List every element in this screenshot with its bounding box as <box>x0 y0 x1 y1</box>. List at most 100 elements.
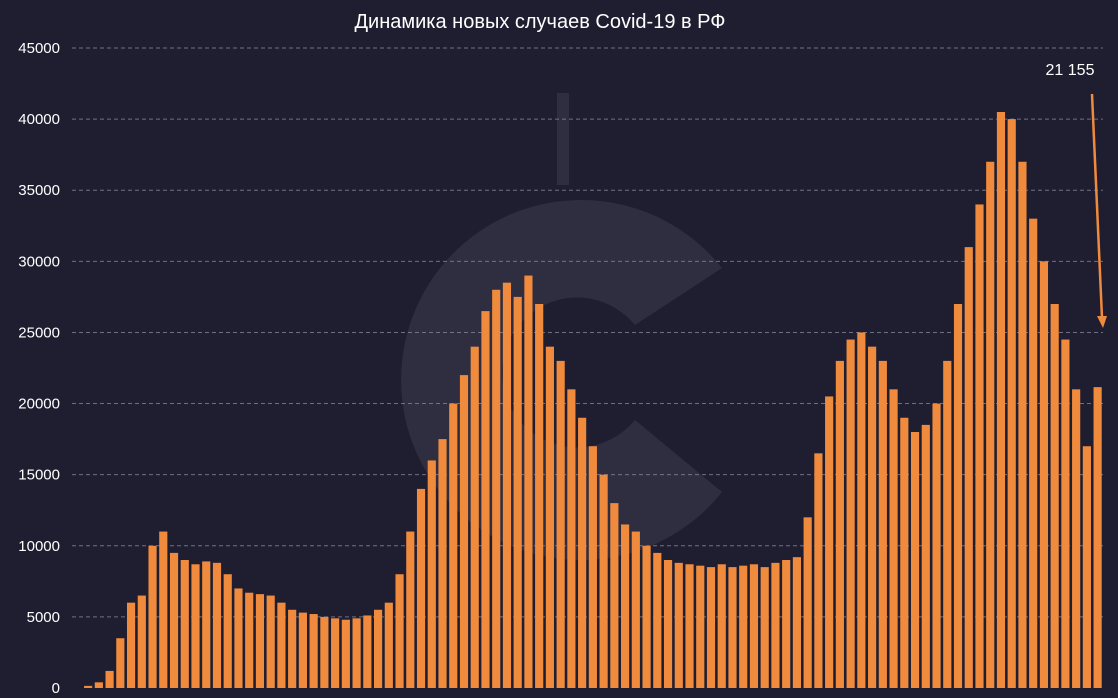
bar <box>986 161 995 688</box>
bar <box>556 360 565 688</box>
bar <box>739 565 748 688</box>
y-tick-label: 40000 <box>18 111 60 128</box>
bar <box>545 346 554 688</box>
bar <box>964 247 973 688</box>
bar <box>406 531 415 688</box>
bar <box>234 588 243 688</box>
annotation-label: 21 155 <box>1046 62 1095 79</box>
bar <box>223 574 232 688</box>
bar <box>1082 446 1091 688</box>
chart-title: Динамика новых случаев Covid-19 в РФ <box>354 11 725 33</box>
bar <box>943 360 952 688</box>
bar <box>373 609 383 688</box>
bar <box>1061 339 1070 688</box>
bar <box>266 595 275 688</box>
bar <box>1072 389 1081 688</box>
bar <box>94 682 103 688</box>
bar <box>416 488 426 688</box>
bar <box>803 517 812 688</box>
bar <box>599 474 608 688</box>
bar <box>578 417 587 688</box>
bar <box>996 112 1006 688</box>
y-tick-label: 20000 <box>18 396 60 413</box>
bar <box>771 562 780 688</box>
bar <box>653 552 662 688</box>
bar <box>481 311 490 688</box>
annotation-arrow <box>1090 93 1104 319</box>
bar <box>459 375 469 688</box>
bar <box>642 545 651 688</box>
bar <box>814 453 823 688</box>
bar <box>202 561 211 688</box>
bar <box>180 560 189 688</box>
bar <box>588 446 597 688</box>
bar <box>535 304 544 688</box>
bar <box>696 565 705 688</box>
y-tick-label: 5000 <box>27 609 60 626</box>
bar <box>105 670 114 688</box>
bar <box>685 564 694 688</box>
bar <box>631 531 640 688</box>
bar <box>878 360 887 688</box>
bar <box>975 204 984 688</box>
bar <box>84 685 93 688</box>
bar <box>352 618 361 688</box>
bar <box>953 304 963 688</box>
y-tick-label: 30000 <box>18 253 60 270</box>
bar <box>427 460 436 688</box>
bar <box>126 602 136 688</box>
y-tick-label: 25000 <box>18 324 60 341</box>
bar <box>868 346 877 688</box>
bar <box>932 403 941 688</box>
y-tick-label: 0 <box>52 680 60 697</box>
grid-layer <box>72 47 1103 618</box>
bar <box>621 524 630 688</box>
bar <box>524 275 533 688</box>
bar <box>706 567 716 688</box>
bar <box>288 609 297 688</box>
bar-layer <box>84 112 1102 689</box>
bar <box>825 396 834 688</box>
y-tick-label: 35000 <box>18 182 60 199</box>
bar <box>513 296 522 688</box>
bar <box>1007 119 1016 689</box>
bar <box>1093 387 1102 688</box>
bar <box>502 282 512 688</box>
bar <box>277 602 286 688</box>
bar <box>846 339 855 688</box>
bar <box>148 545 157 688</box>
bar <box>760 567 769 688</box>
bar <box>492 289 501 688</box>
y-tick-label: 15000 <box>18 467 60 484</box>
bar <box>910 432 920 688</box>
bar <box>245 592 254 688</box>
bar <box>331 618 340 688</box>
bar <box>857 332 866 688</box>
bar <box>255 594 265 688</box>
bar <box>835 360 844 688</box>
bar <box>320 616 329 688</box>
bar <box>1039 261 1049 688</box>
bar <box>470 346 479 688</box>
y-tick-label: 10000 <box>18 538 60 555</box>
bar <box>309 614 318 688</box>
annotation-arrowhead <box>1097 316 1107 328</box>
bar <box>749 564 759 688</box>
bar <box>900 417 909 688</box>
bar <box>921 424 930 688</box>
bar <box>116 638 125 688</box>
bar <box>137 595 146 688</box>
bar <box>384 602 393 688</box>
bar <box>212 562 222 688</box>
bar <box>889 389 898 688</box>
bar <box>610 503 619 688</box>
bar <box>674 562 683 688</box>
bar <box>792 557 802 688</box>
bar <box>341 619 350 688</box>
watermark-logo <box>401 93 722 560</box>
bar <box>663 560 673 688</box>
bar <box>159 531 168 688</box>
bar <box>717 564 726 688</box>
bar <box>1050 304 1059 688</box>
